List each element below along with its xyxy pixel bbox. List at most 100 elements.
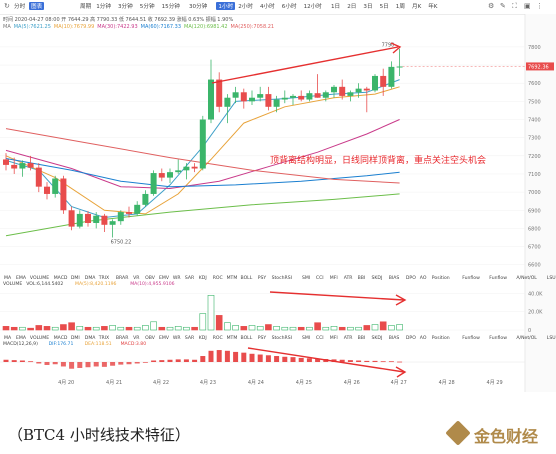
indicator-tab-row1-25[interactable]: BIAS bbox=[389, 275, 400, 281]
interval-1[interactable]: 1分钟 bbox=[96, 4, 111, 10]
indicator-tab-row2-2[interactable]: VOLUME bbox=[30, 335, 49, 341]
indicator-tab-row1-24[interactable]: SKDJ bbox=[372, 275, 383, 281]
indicator-tab-row1-4[interactable]: DMI bbox=[71, 275, 80, 281]
indicator-tab-row2-17[interactable]: PSY bbox=[258, 335, 267, 341]
chart-tab[interactable]: 图表 bbox=[29, 2, 45, 10]
settings-icon[interactable]: ⚙ bbox=[488, 2, 495, 10]
interval-9[interactable]: 6小时 bbox=[281, 4, 297, 10]
interval-0[interactable]: 周期 bbox=[80, 4, 92, 10]
indicator-tab-row1-31[interactable]: A/Net/OL bbox=[516, 275, 537, 281]
indicator-tab-row1-7[interactable]: BRAR bbox=[116, 275, 129, 281]
interval-7[interactable]: 2小时 bbox=[238, 4, 253, 10]
indicator-tab-row2-7[interactable]: BRAR bbox=[116, 335, 129, 341]
indicator-tab-row1-15[interactable]: MTM bbox=[227, 275, 238, 281]
indicator-tab-row1-2[interactable]: VOLUME bbox=[30, 275, 49, 281]
indicator-tab-row2-32[interactable]: LSUR bbox=[547, 335, 556, 341]
indicator-tab-row2-31[interactable]: A/Net/OL bbox=[516, 335, 537, 341]
camera-icon[interactable]: ▣ bbox=[524, 2, 531, 10]
indicator-tab-row2-6[interactable]: TRIX bbox=[98, 335, 110, 341]
interval-10[interactable]: 12小时 bbox=[303, 4, 322, 10]
indicator-tab-row2-1[interactable]: EMA bbox=[16, 335, 27, 341]
macd-bar-15 bbox=[126, 362, 132, 365]
indicator-tab-row2-4[interactable]: DMI bbox=[71, 335, 80, 341]
indicator-tab-row1-32[interactable]: LSUR bbox=[547, 275, 556, 281]
indicator-tab-row2-22[interactable]: ATR bbox=[344, 335, 354, 341]
indicator-tab-row2-23[interactable]: BBI bbox=[358, 335, 366, 341]
indicator-tab-row2-13[interactable]: KDJ bbox=[199, 335, 207, 341]
indicator-tab-row2-18[interactable]: StochRSI bbox=[272, 335, 292, 341]
indicator-tab-row2-3[interactable]: MACD bbox=[54, 335, 68, 341]
home-tab[interactable]: 分时 bbox=[14, 4, 26, 10]
fullscreen-icon[interactable]: ⛶ bbox=[512, 2, 517, 10]
indicator-tab-row2-20[interactable]: CCI bbox=[316, 335, 324, 341]
indicator-tab-row1-10[interactable]: EMV bbox=[159, 275, 170, 281]
interval-16[interactable]: 月K bbox=[412, 4, 422, 10]
indicator-tab-row1-26[interactable]: DPO bbox=[406, 275, 416, 281]
interval-11[interactable]: 1日 bbox=[331, 4, 341, 10]
indicator-tab-row1-12[interactable]: SAR bbox=[185, 275, 195, 281]
interval-13[interactable]: 3日 bbox=[363, 4, 373, 10]
indicator-tab-row1-29[interactable]: Funflow bbox=[462, 275, 480, 281]
interval-8[interactable]: 4小时 bbox=[260, 4, 275, 10]
indicator-tab-row1-6[interactable]: TRIX bbox=[98, 275, 110, 281]
indicator-tab-row1-20[interactable]: CCI bbox=[316, 275, 324, 281]
more-icon[interactable]: ⋮ bbox=[536, 2, 543, 10]
indicator-tab-row2-24[interactable]: SKDJ bbox=[372, 335, 383, 341]
indicator-tab-row2-25[interactable]: BIAS bbox=[389, 335, 400, 341]
candle-body-13 bbox=[109, 221, 116, 225]
indicator-tab-row2-19[interactable]: SMI bbox=[302, 335, 310, 341]
indicator-tab-row2-27[interactable]: AO bbox=[420, 335, 427, 341]
y-tick-10: 7600 bbox=[528, 81, 541, 87]
indicator-tab-row2-15[interactable]: MTM bbox=[227, 335, 238, 341]
indicator-tab-row2-5[interactable]: DMA bbox=[85, 335, 97, 341]
indicator-tab-row1-28[interactable]: Position bbox=[432, 275, 450, 281]
interval-6[interactable]: 1小时 bbox=[216, 2, 236, 10]
indicator-tab-row2-21[interactable]: MFI bbox=[330, 335, 338, 341]
interval-15[interactable]: 1周 bbox=[395, 4, 405, 10]
indicator-tab-row1-8[interactable]: VR bbox=[133, 275, 140, 281]
indicator-tab-row1-27[interactable]: AO bbox=[420, 275, 427, 281]
indicator-tab-row2-26[interactable]: DPO bbox=[406, 335, 416, 341]
indicator-tab-row1-16[interactable]: BOLL bbox=[241, 275, 253, 281]
interval-14[interactable]: 5日 bbox=[379, 4, 389, 10]
refresh-icon[interactable]: ↻ bbox=[4, 2, 10, 10]
indicator-tab-row1-21[interactable]: MFI bbox=[330, 275, 338, 281]
indicator-tab-row1-14[interactable]: ROC bbox=[213, 275, 223, 281]
indicator-tab-row2-11[interactable]: WR bbox=[173, 335, 182, 341]
indicator-tab-row2-16[interactable]: BOLL bbox=[241, 335, 253, 341]
interval-17[interactable]: 年K bbox=[428, 4, 438, 10]
indicator-tab-row2-12[interactable]: SAR bbox=[185, 335, 195, 341]
indicator-tab-row1-1[interactable]: EMA bbox=[16, 275, 27, 281]
candle-body-10 bbox=[85, 213, 91, 223]
indicator-tab-row1-23[interactable]: BBI bbox=[358, 275, 366, 281]
interval-4[interactable]: 15分钟 bbox=[161, 4, 180, 10]
indicator-tab-row1-30[interactable]: Funflow bbox=[489, 275, 507, 281]
y-tick-3: 6900 bbox=[528, 208, 541, 214]
indicator-tab-row2-14[interactable]: ROC bbox=[213, 335, 223, 341]
interval-3[interactable]: 5分钟 bbox=[139, 4, 155, 10]
interval-2[interactable]: 3分钟 bbox=[118, 4, 133, 10]
indicator-tab-row1-0[interactable]: MA bbox=[4, 275, 12, 281]
indicator-tab-row2-0[interactable]: MA bbox=[4, 335, 12, 341]
indicator-tab-row2-30[interactable]: Funflow bbox=[489, 335, 507, 341]
drawing-icon[interactable]: ✎ bbox=[500, 2, 506, 10]
indicator-tab-row2-28[interactable]: Position bbox=[432, 335, 450, 341]
indicator-tab-row1-13[interactable]: KDJ bbox=[199, 275, 207, 281]
indicator-tab-row1-5[interactable]: DMA bbox=[85, 275, 97, 281]
indicator-tab-row1-11[interactable]: WR bbox=[173, 275, 182, 281]
indicator-tab-row1-3[interactable]: MACD bbox=[54, 275, 68, 281]
indicator-tab-row1-18[interactable]: StochRSI bbox=[272, 275, 292, 281]
candle-body-31 bbox=[257, 94, 264, 98]
indicator-tab-row2-9[interactable]: OBV bbox=[145, 335, 156, 341]
indicator-tab-row1-17[interactable]: PSY bbox=[258, 275, 267, 281]
indicator-tab-row1-19[interactable]: SMI bbox=[302, 275, 310, 281]
price-chart[interactable]: 6600 6700 6800 6900 7000 7100 7200 7300 7400 7500… bbox=[0, 0, 556, 392]
interval-5[interactable]: 30分钟 bbox=[189, 4, 208, 10]
indicator-tab-row2-10[interactable]: EMV bbox=[159, 335, 170, 341]
indicator-tab-row2-8[interactable]: VR bbox=[133, 335, 140, 341]
interval-12[interactable]: 2日 bbox=[347, 4, 357, 10]
indicator-tab-row2-29[interactable]: Funflow bbox=[462, 335, 480, 341]
candle-body-11 bbox=[93, 215, 100, 223]
indicator-tab-row1-9[interactable]: OBV bbox=[145, 275, 156, 281]
indicator-tab-row1-22[interactable]: ATR bbox=[344, 275, 354, 281]
